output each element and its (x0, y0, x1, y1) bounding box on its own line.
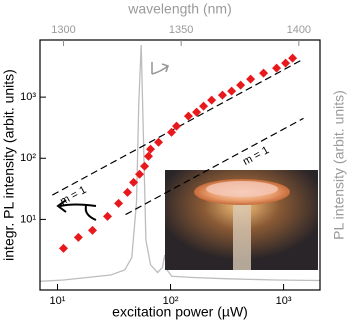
x-tick-label: 10³ (276, 295, 292, 307)
y-axis-title: integr. PL intensity (arbit. units) (1, 69, 17, 261)
data-point (217, 90, 227, 100)
data-point (288, 53, 298, 63)
x-tick-label: 10¹ (50, 295, 66, 307)
x2-tick-label: 1400 (287, 24, 311, 36)
data-point (140, 161, 150, 171)
data-point (103, 211, 113, 221)
photo-disc-top (206, 181, 278, 197)
x2-tick-label: 1350 (169, 24, 193, 36)
data-point (192, 107, 202, 117)
inset-photo (165, 170, 318, 270)
data-point (146, 144, 156, 154)
data-point (114, 198, 124, 208)
fit-line (125, 117, 304, 216)
data-point (227, 86, 237, 96)
data-point (272, 63, 282, 73)
x-tick-label: 10² (163, 295, 179, 307)
data-point (281, 58, 291, 68)
fit-line (52, 58, 304, 196)
data-point (143, 151, 153, 161)
data-point (236, 80, 246, 90)
right-axis-arrow (151, 62, 170, 75)
data-point (167, 127, 177, 137)
data-point (172, 121, 182, 131)
data-point (154, 137, 164, 147)
data-point (183, 111, 193, 121)
data-point (73, 232, 83, 242)
data-point (207, 95, 217, 105)
left-axis-arrow (56, 199, 97, 221)
data-point (135, 169, 145, 179)
data-point (246, 74, 256, 84)
x2-tick-label: 1300 (51, 24, 75, 36)
data-point (199, 101, 209, 111)
plot-frame (39, 39, 321, 291)
y2-axis-title: PL intensity (arbit. units) (331, 90, 347, 240)
x2-axis-title: wavelength (nm) (127, 1, 232, 17)
fit-label: m = 1 (241, 144, 271, 168)
data-point (259, 68, 269, 78)
x-axis-title: excitation power (µW) (112, 304, 248, 320)
photo-pedestal (233, 200, 251, 270)
spectrum-line (39, 44, 321, 282)
y-tick-label: 10² (20, 152, 36, 164)
data-point (88, 225, 98, 235)
data-point (59, 243, 69, 253)
data-point (129, 177, 139, 187)
y-tick-label: 10¹ (20, 213, 36, 225)
y-tick-label: 10³ (20, 91, 36, 103)
data-point (122, 187, 132, 197)
